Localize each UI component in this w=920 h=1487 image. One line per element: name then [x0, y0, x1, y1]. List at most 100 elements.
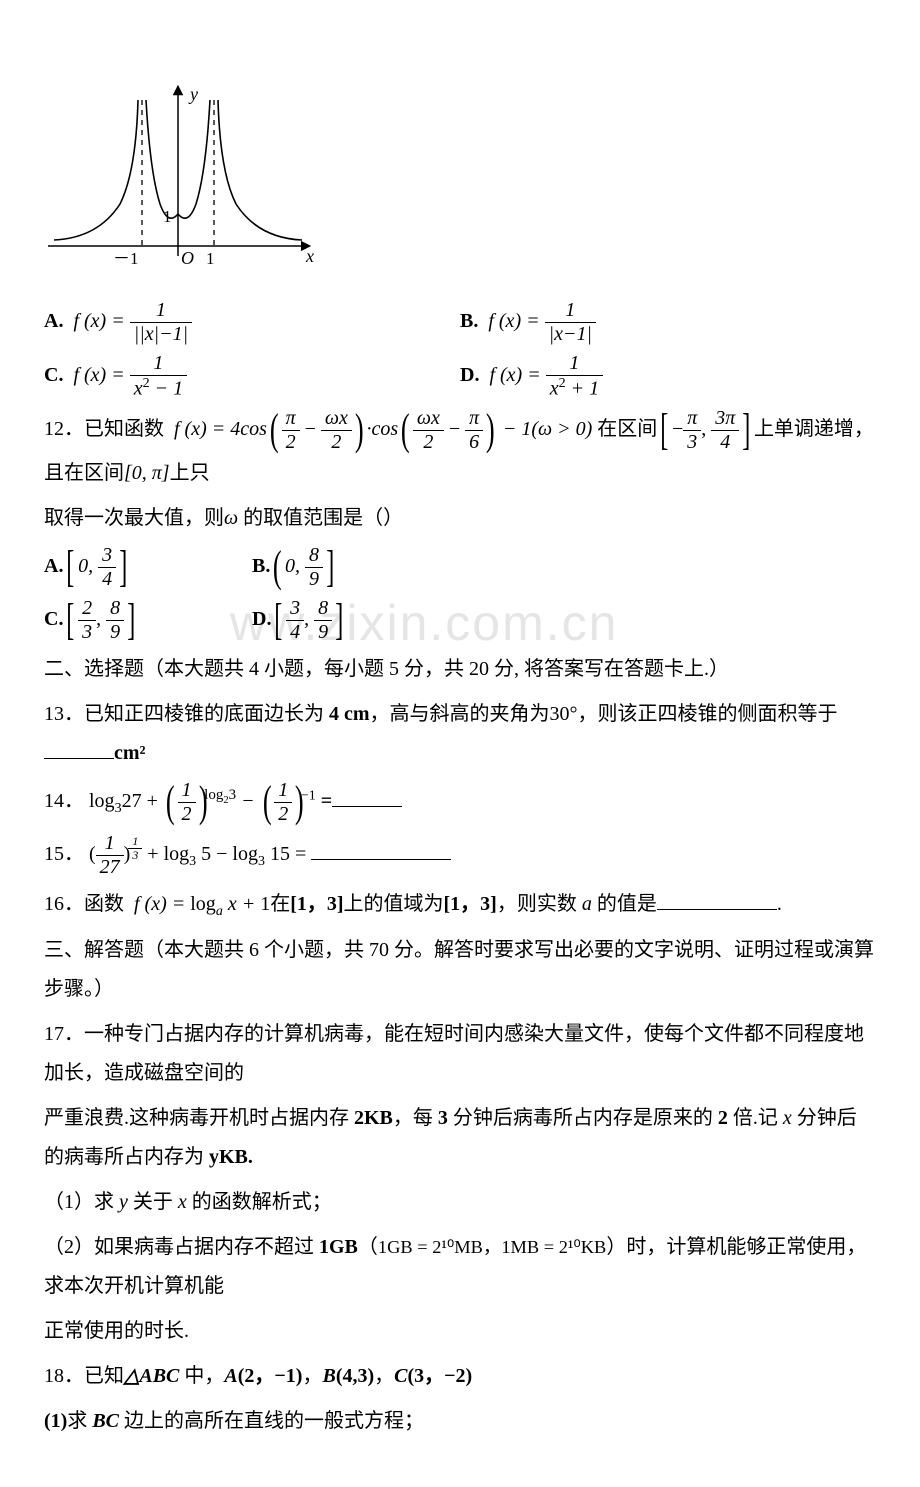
stem-text: 严重浪费.这种病毒开机时占据内存: [44, 1107, 354, 1129]
tick-minus1: －1: [113, 249, 139, 268]
q11-options-row2: C. f (x) = 1x2 − 1 D. f (x) = 1x2 + 1: [44, 352, 876, 401]
opt-label: D.: [252, 608, 271, 630]
q12-opt-a: A.[0, 34]: [44, 544, 252, 591]
unit: cm²: [114, 742, 146, 764]
domain: [1，3]: [290, 893, 343, 915]
x-var: x: [178, 1191, 187, 1213]
q12-opt-c: C.[23, 89]: [44, 597, 252, 644]
q17-part2b: 正常使用的时长.: [44, 1312, 876, 1351]
q18-part1: (1)求 BC 边上的高所在直线的一般式方程；: [44, 1402, 876, 1441]
frac-den: 9: [314, 621, 332, 644]
blank-input[interactable]: [311, 837, 451, 860]
conv-text: 1MB = 2¹⁰KB: [501, 1237, 606, 1257]
q11-opt-b: B. f (x) = 1|x−1|: [460, 299, 876, 346]
fx-text: f (x) =: [73, 310, 124, 332]
frac-num: 1: [130, 352, 187, 376]
frac-num: 3: [286, 597, 304, 621]
stem-text: 的取值范围是（）: [243, 507, 403, 529]
q-number: 13．: [44, 703, 84, 725]
frac-num: 1: [178, 779, 196, 803]
q-number: 18．: [44, 1365, 84, 1387]
frac-den: 3: [78, 621, 96, 644]
frac-den: |x−1|: [545, 323, 596, 346]
stem-text: 已知函数: [84, 418, 164, 440]
section3-heading: 三、解答题（本大题共 6 个小题，共 70 分。解答时要求写出必要的文字说明、证…: [44, 931, 876, 1009]
frac-num: 8: [106, 597, 124, 621]
y-axis-label: y: [188, 84, 198, 104]
stem-text: 边上的高所在直线的一般式方程；: [119, 1410, 424, 1432]
frac-den: 2: [274, 803, 292, 826]
frac-num: 8: [305, 544, 323, 568]
blank-input[interactable]: [332, 784, 402, 807]
frac-den: 9: [305, 568, 323, 591]
blank-input[interactable]: [44, 736, 114, 759]
q17-line2: 严重浪费.这种病毒开机时占据内存 2KB，每 3 分钟后病毒所占内存是原来的 2…: [44, 1099, 876, 1177]
q11-options-row1: A. f (x) = 1||x|−1| B. f (x) = 1|x−1|: [44, 299, 876, 346]
stem-text: 求: [67, 1410, 92, 1432]
q12-stem-line2: 取得一次最大值，则ω 的取值范围是（）: [44, 499, 876, 538]
stem-text: 关于: [128, 1191, 178, 1213]
q17-part1: （1）求 y 关于 x 的函数解析式；: [44, 1183, 876, 1222]
fx-text: f (x) =: [73, 364, 124, 386]
frac-den: 4: [98, 568, 116, 591]
q11-graph: y x O －1 1 1: [38, 84, 876, 293]
x-axis-label: x: [305, 246, 314, 266]
stem-text: 在区间: [597, 418, 657, 440]
y-var: y: [119, 1191, 128, 1213]
stem-text: 在: [270, 893, 290, 915]
q16: 16．函数 f (x) = loga x + 1在[1，3]上的值域为[1，3]…: [44, 885, 876, 925]
a-var: a: [582, 893, 592, 915]
conv-text: 1GB = 2¹⁰MB，: [378, 1237, 501, 1257]
stem-text: 取得一次最大值，则: [44, 507, 224, 529]
q17-line1: 17．一种专门占据内存的计算机病毒，能在短时间内感染大量文件，使每个文件都不同程…: [44, 1015, 876, 1093]
frac-den: 27: [96, 856, 124, 879]
bold-val: 2KB: [354, 1107, 393, 1129]
stem-text: 已知正四棱锥的底面边长为: [84, 703, 329, 725]
x-var: x: [783, 1107, 792, 1129]
opt-label: C.: [44, 364, 63, 386]
frac-num: 1: [128, 835, 142, 850]
stem-text: ，则实数: [497, 893, 582, 915]
stem-text: 分钟后病毒所占内存是原来的: [448, 1107, 718, 1129]
q12-opt-d: D.[34, 89]: [252, 597, 460, 644]
stem-text: 一种专门占据内存的计算机病毒，能在短时间内感染大量文件，使每个文件都不同程度地加…: [44, 1023, 864, 1084]
opt-label: D.: [460, 364, 479, 386]
q11-opt-a: A. f (x) = 1||x|−1|: [44, 299, 460, 346]
q-number: 17．: [44, 1023, 84, 1045]
q11-opt-d: D. f (x) = 1x2 + 1: [460, 352, 876, 401]
comma: ，: [374, 1365, 394, 1387]
opt-label: A.: [44, 555, 63, 577]
bold-val: yKB.: [209, 1146, 253, 1168]
stem-text: 上只: [170, 462, 210, 484]
page-content: y x O －1 1 1 A. f (x) = 1||x|−1| B. f (x…: [44, 84, 876, 1441]
q14: 14． log327 + (12)log23 − (12)−1 =: [44, 779, 876, 826]
tick-1x: 1: [206, 249, 215, 268]
frac-num: 1: [546, 352, 603, 376]
opt-label: B.: [460, 310, 478, 332]
bold-val: 2: [718, 1107, 728, 1129]
comma: ，: [302, 1365, 322, 1387]
bold-val: 3: [438, 1107, 448, 1129]
q15: 15． (127)13 + log3 5 − log3 15 =: [44, 832, 876, 879]
q17-part2a: （2）如果病毒占据内存不超过 1GB（1GB = 2¹⁰MB，1MB = 2¹⁰…: [44, 1228, 876, 1306]
interval: [0, π]: [124, 462, 170, 484]
stem-text: （2）如果病毒占据内存不超过: [44, 1236, 319, 1258]
q-number: 16．: [44, 893, 84, 915]
frac-num: 1: [96, 832, 124, 856]
frac-den: 3: [128, 849, 142, 863]
section2-heading: 二、选择题（本大题共 4 小题，每小题 5 分，共 20 分, 将答案写在答题卡…: [44, 650, 876, 689]
angle-val: 30°: [550, 703, 578, 725]
stem-text: ，每: [393, 1107, 438, 1129]
q11-opt-c: C. f (x) = 1x2 − 1: [44, 352, 460, 401]
q-number: 12．: [44, 418, 84, 440]
frac-den: 9: [106, 621, 124, 644]
origin-label: O: [181, 248, 194, 268]
opt-label: B.: [252, 555, 270, 577]
frac-num: 3: [98, 544, 116, 568]
q12-options-row2: C.[23, 89] D.[34, 89]: [44, 597, 876, 644]
part-label: (1): [44, 1410, 67, 1432]
q13: 13．已知正四棱锥的底面边长为 4 cm，高与斜高的夹角为30°，则该正四棱锥的…: [44, 695, 876, 773]
blank-input[interactable]: [657, 887, 777, 910]
fx-text: f (x) =: [488, 310, 539, 332]
bold-val: 1GB: [319, 1236, 358, 1258]
